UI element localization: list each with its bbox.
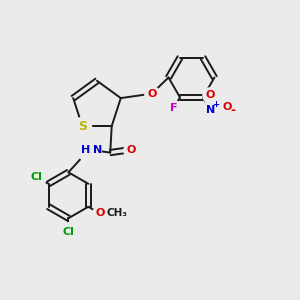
Text: +: + <box>212 100 219 109</box>
Text: O: O <box>126 145 136 154</box>
Text: Cl: Cl <box>30 172 42 182</box>
Text: F: F <box>170 103 178 113</box>
Text: O: O <box>95 208 104 218</box>
Text: O: O <box>223 102 232 112</box>
Text: O: O <box>147 89 156 99</box>
Text: N: N <box>206 105 215 115</box>
Text: Cl: Cl <box>62 227 74 237</box>
Text: H: H <box>81 145 91 154</box>
Text: -: - <box>231 103 236 117</box>
Text: N: N <box>94 145 103 154</box>
Text: CH₃: CH₃ <box>107 208 128 218</box>
Text: O: O <box>206 90 215 100</box>
Text: S: S <box>78 120 87 133</box>
